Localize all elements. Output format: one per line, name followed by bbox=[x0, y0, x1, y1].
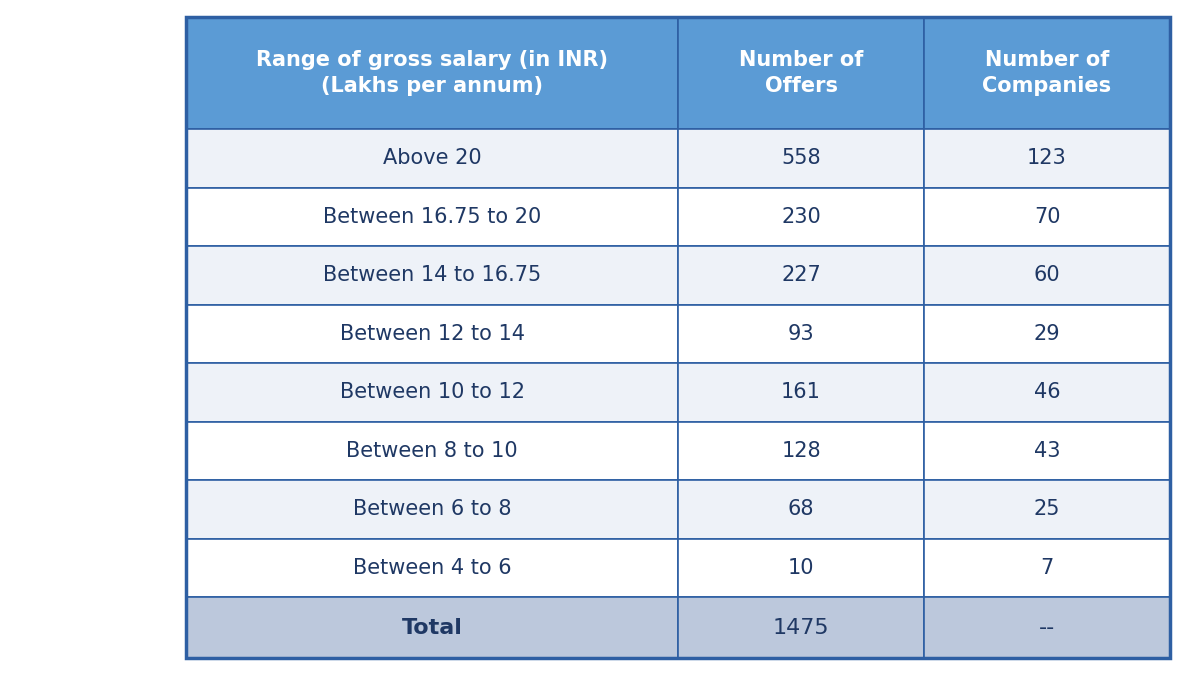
Text: Between 4 to 6: Between 4 to 6 bbox=[353, 558, 511, 578]
Text: 43: 43 bbox=[1033, 441, 1061, 461]
Bar bbox=[678, 17, 924, 129]
Bar bbox=[186, 422, 678, 480]
Text: 1475: 1475 bbox=[773, 618, 829, 638]
Text: 70: 70 bbox=[1033, 207, 1061, 227]
Bar bbox=[924, 480, 1170, 539]
Text: 68: 68 bbox=[787, 500, 815, 520]
Text: 7: 7 bbox=[1040, 558, 1054, 578]
Bar bbox=[924, 246, 1170, 304]
Text: Between 6 to 8: Between 6 to 8 bbox=[353, 500, 511, 520]
Bar bbox=[186, 246, 678, 304]
Bar bbox=[186, 188, 678, 246]
Bar bbox=[678, 304, 924, 363]
Text: Between 8 to 10: Between 8 to 10 bbox=[346, 441, 518, 461]
Bar bbox=[678, 480, 924, 539]
Text: Between 10 to 12: Between 10 to 12 bbox=[340, 383, 524, 402]
Bar bbox=[924, 539, 1170, 597]
Bar bbox=[924, 363, 1170, 422]
Text: Above 20: Above 20 bbox=[383, 148, 481, 168]
Bar bbox=[678, 246, 924, 304]
Bar bbox=[924, 304, 1170, 363]
Bar bbox=[186, 539, 678, 597]
Bar bbox=[678, 188, 924, 246]
Text: 128: 128 bbox=[781, 441, 821, 461]
Text: 230: 230 bbox=[781, 207, 821, 227]
Bar bbox=[678, 539, 924, 597]
Bar bbox=[924, 17, 1170, 129]
Text: 558: 558 bbox=[781, 148, 821, 168]
Text: Range of gross salary (in INR)
(Lakhs per annum): Range of gross salary (in INR) (Lakhs pe… bbox=[256, 50, 608, 96]
Bar bbox=[924, 188, 1170, 246]
Bar bbox=[924, 422, 1170, 480]
Text: Between 16.75 to 20: Between 16.75 to 20 bbox=[323, 207, 541, 227]
Bar bbox=[678, 363, 924, 422]
Text: Total: Total bbox=[402, 618, 462, 638]
Text: 10: 10 bbox=[787, 558, 815, 578]
Bar bbox=[678, 422, 924, 480]
Bar bbox=[186, 304, 678, 363]
Text: Between 12 to 14: Between 12 to 14 bbox=[340, 324, 524, 344]
Bar bbox=[186, 17, 1170, 658]
Text: 46: 46 bbox=[1033, 383, 1061, 402]
Text: 123: 123 bbox=[1027, 148, 1067, 168]
Text: --: -- bbox=[1039, 618, 1055, 638]
Bar bbox=[924, 129, 1170, 188]
Bar bbox=[186, 363, 678, 422]
Bar bbox=[924, 597, 1170, 658]
Bar bbox=[186, 480, 678, 539]
Text: 161: 161 bbox=[781, 383, 821, 402]
Text: Number of
Companies: Number of Companies bbox=[983, 50, 1111, 96]
Bar bbox=[186, 129, 678, 188]
Text: 25: 25 bbox=[1033, 500, 1061, 520]
Text: Number of
Offers: Number of Offers bbox=[739, 50, 863, 96]
Text: 29: 29 bbox=[1033, 324, 1061, 344]
Text: 93: 93 bbox=[787, 324, 815, 344]
Text: 227: 227 bbox=[781, 265, 821, 286]
Bar bbox=[186, 17, 678, 129]
Text: Between 14 to 16.75: Between 14 to 16.75 bbox=[323, 265, 541, 286]
Bar bbox=[678, 129, 924, 188]
Bar bbox=[678, 597, 924, 658]
Text: 60: 60 bbox=[1033, 265, 1061, 286]
Bar bbox=[186, 597, 678, 658]
